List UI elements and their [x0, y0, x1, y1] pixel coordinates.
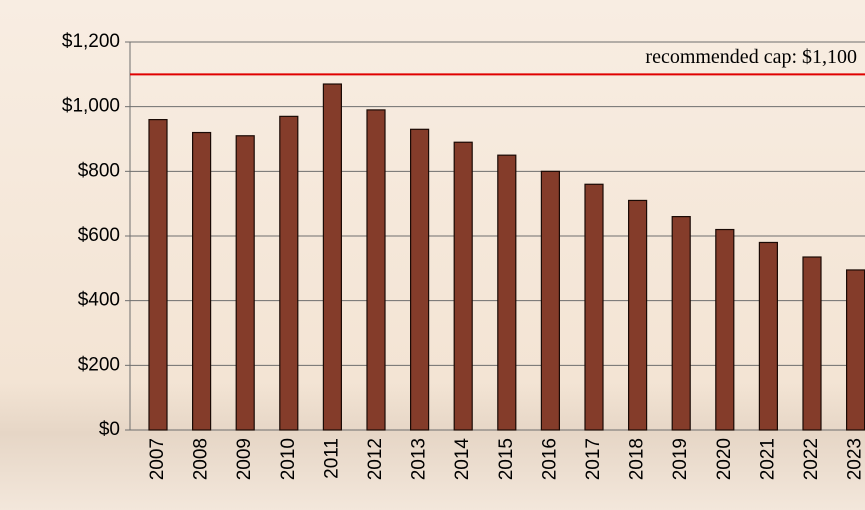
x-tick-label: 2015 [496, 438, 517, 480]
bar [497, 154, 517, 431]
reference-label: recommended cap: $1,100 [645, 46, 857, 68]
bar [845, 269, 865, 431]
x-tick-label: 2019 [670, 438, 691, 480]
bar [322, 83, 342, 431]
bar [279, 115, 299, 431]
x-tick-label: 2011 [321, 438, 342, 479]
y-tick-label: $1,000 [62, 96, 120, 117]
x-tick-label: 2008 [191, 438, 212, 480]
bar [148, 118, 168, 431]
x-tick-label: 2014 [452, 438, 473, 481]
bar [627, 199, 648, 431]
y-tick-label: $200 [78, 354, 120, 375]
bar [453, 141, 473, 431]
y-tick-label: $0 [99, 419, 120, 440]
bar [366, 109, 386, 431]
x-tick-label: 2013 [409, 438, 430, 480]
x-tick-label: 2012 [365, 438, 386, 480]
x-tick-label: 2021 [757, 438, 778, 480]
x-tick-label: 2009 [234, 438, 255, 480]
y-tick-label: $1,200 [62, 31, 120, 52]
x-tick-label: 2020 [714, 438, 735, 480]
x-tick-label: 2016 [539, 438, 560, 480]
x-tick-label: 2007 [147, 438, 168, 480]
bar [192, 131, 212, 431]
y-tick-label: $800 [78, 160, 120, 181]
bar [802, 256, 822, 431]
bar [671, 216, 691, 431]
x-tick-label: 2023 [845, 438, 865, 480]
x-tick-label: 2010 [278, 438, 299, 480]
y-tick-label: $400 [78, 290, 120, 311]
y-tick-label: $600 [78, 225, 120, 246]
bar [758, 241, 779, 431]
bar [540, 170, 561, 431]
bar [235, 135, 255, 431]
x-tick-label: 2022 [801, 438, 822, 480]
x-tick-label: 2017 [583, 438, 604, 480]
bar [715, 228, 735, 431]
bar [584, 183, 604, 431]
x-tick-label: 2018 [627, 438, 648, 480]
bar [410, 128, 430, 431]
